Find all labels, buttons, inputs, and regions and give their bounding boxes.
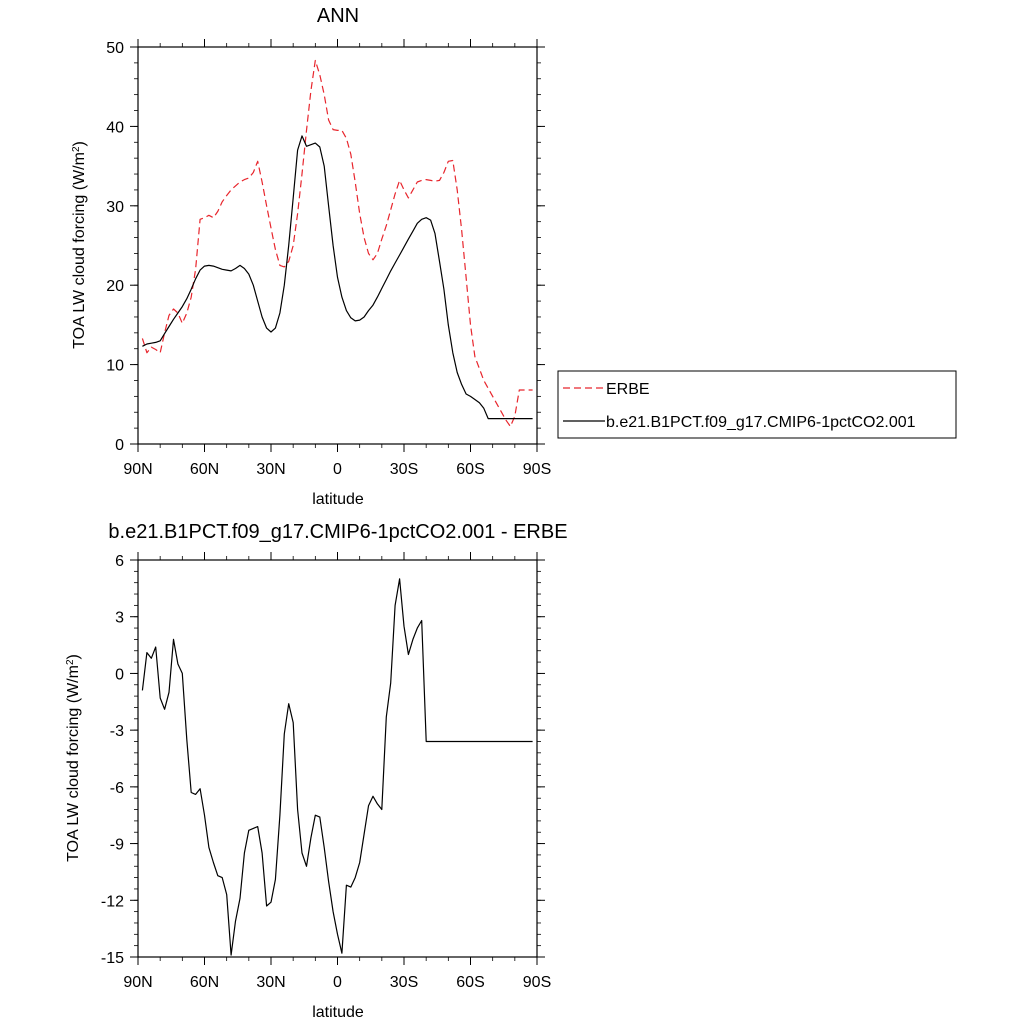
y-tick-label: 10 [106,358,124,375]
bottom-y-axis-label: TOA LW cloud forcing (W/m2) [65,654,83,862]
legend: ERBE b.e21.B1PCT.f09_g17.CMIP6-1pctCO2.0… [557,370,957,439]
top-x-tick-labels: 90N 60N 30N 0 30S 60S 90S [123,461,551,478]
top-series [141,59,533,428]
top-y-tick-labels: 0 10 20 30 40 50 [106,40,124,454]
top-y-axis-label: TOA LW cloud forcing (W/m2) [71,141,89,349]
legend-model-label: b.e21.B1PCT.f09_g17.CMIP6-1pctCO2.001 [606,414,916,431]
top-ticks [130,39,545,452]
y-tick-label: 6 [115,553,124,570]
top-panel: ANN 0 10 20 30 40 50 90N 60N 30N 0 30S 60S 90S lati… [71,5,957,508]
difference-series-line [141,578,533,956]
x-tick-label: 30S [390,974,418,991]
x-tick-label: 60N [190,461,219,478]
bottom-y-tick-labels: 6 3 0 -3 -6 -9 -12 -15 [101,553,124,967]
y-tick-label: 30 [106,199,124,216]
x-tick-label: 90N [123,461,152,478]
x-tick-label: 90S [523,461,551,478]
top-x-axis-label: latitude [312,491,364,508]
x-tick-label: 0 [333,974,342,991]
bottom-plot-frame [137,559,538,958]
bottom-series [141,578,533,956]
y-tick-label: 20 [106,278,124,295]
y-tick-label: 0 [115,437,124,454]
top-plot-frame [137,46,538,445]
bottom-panel: b.e21.B1PCT.f09_g17.CMIP6-1pctCO2.001 - … [65,521,568,1021]
y-tick-label: -3 [110,723,124,740]
y-tick-label: -9 [110,837,124,854]
x-tick-label: 60S [456,461,484,478]
bottom-chart-title: b.e21.B1PCT.f09_g17.CMIP6-1pctCO2.001 - … [108,521,567,543]
x-tick-label: 0 [333,461,342,478]
x-tick-label: 60N [190,974,219,991]
x-tick-label: 60S [456,974,484,991]
x-tick-label: 90S [523,974,551,991]
x-tick-label: 30N [256,974,285,991]
y-tick-label: 40 [106,119,124,136]
bottom-ticks [130,552,545,965]
legend-erbe-label: ERBE [606,381,650,398]
erbe-series-line [141,59,533,428]
top-chart-title: ANN [317,5,359,27]
y-tick-label: 3 [115,610,124,627]
y-tick-label: -12 [101,893,124,910]
x-tick-label: 90N [123,974,152,991]
bottom-x-tick-labels: 90N 60N 30N 0 30S 60S 90S [123,974,551,991]
y-tick-label: -6 [110,780,124,797]
y-tick-label: 50 [106,40,124,57]
y-tick-label: 0 [115,666,124,683]
bottom-x-axis-label: latitude [312,1004,364,1021]
y-tick-label: -15 [101,950,124,967]
legend-box [557,370,957,439]
model-series-line [142,135,533,420]
x-tick-label: 30N [256,461,285,478]
x-tick-label: 30S [390,461,418,478]
